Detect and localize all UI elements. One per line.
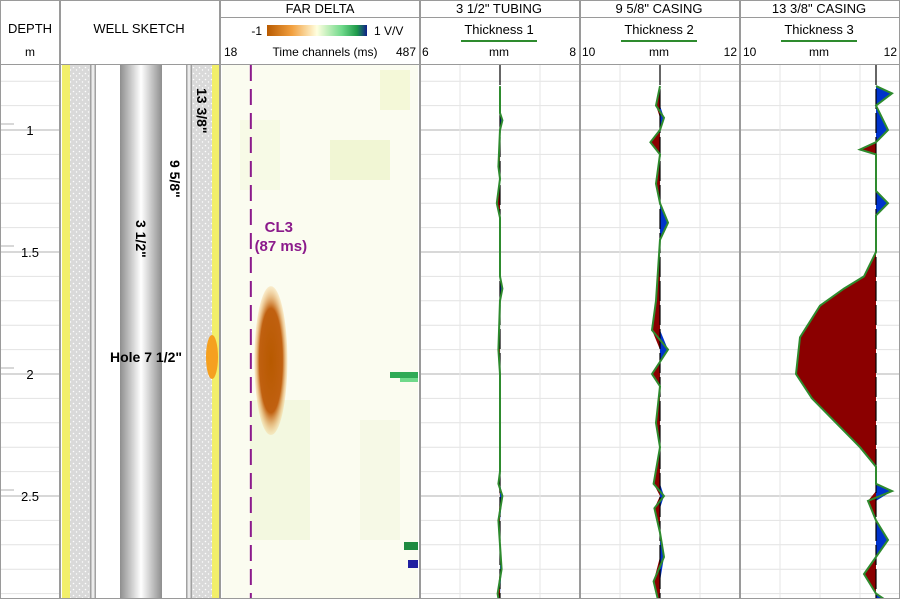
noise-patch (360, 420, 400, 540)
noise-patch (330, 140, 390, 180)
far-delta-anomaly (254, 286, 288, 435)
far-delta-noise (240, 70, 418, 568)
noise-patch (250, 400, 310, 540)
casing2-curve-name: Thickness 3 (784, 22, 853, 37)
track-headers: DEPTH m WELL SKETCH FAR DELTA -1 1 V/V 1… (0, 0, 900, 64)
thickness-excess-fill (500, 86, 503, 599)
cl3-marker-name: CL3 (265, 219, 293, 236)
noise-patch (400, 378, 418, 382)
tubing-max: 8 (569, 45, 576, 59)
casing-13-left-wall (70, 65, 90, 599)
sketch-label-casing1: 9 5/8" (167, 160, 183, 198)
thickness-curve-line (649, 85, 670, 599)
noise-patch (380, 70, 410, 110)
casing1-min: 10 (582, 45, 596, 59)
thickness-excess-fill (660, 86, 668, 599)
casing1-curve-name: Thickness 2 (624, 22, 693, 37)
casing-9-left-wall (90, 65, 96, 599)
noise-patch (408, 560, 418, 568)
thickness-excess-fill (876, 86, 892, 599)
sketch-label-hole: Hole 7 1/2" (110, 349, 182, 365)
casing1-unit: mm (649, 45, 669, 59)
casing2-min: 10 (743, 45, 757, 59)
tubing-unit: mm (489, 45, 509, 59)
casing-13-right-wall (192, 65, 212, 599)
far-delta-colorbar (267, 25, 367, 36)
noise-patch (390, 372, 418, 378)
casing1-max: 12 (724, 45, 738, 59)
tubing-title: 3 1/2" TUBING (456, 1, 542, 16)
sketch-label-casing2: 13 3/8" (194, 88, 210, 134)
depth-tick-label: 2 (26, 367, 33, 382)
cl3-marker-label: (87 ms) (255, 238, 308, 255)
far-delta-axis-max: 487 (396, 45, 416, 59)
tubing-curve-name: Thickness 1 (464, 22, 533, 37)
far-delta-axis-label: Time channels (ms) (273, 45, 378, 59)
depth-tick-label: 1 (26, 123, 33, 138)
hole-washout (206, 335, 218, 379)
tubing-pipe (120, 65, 162, 599)
tubing-min: 6 (422, 45, 429, 59)
casing1-title: 9 5/8" CASING (616, 1, 703, 16)
thickness-deficit-fill (650, 86, 660, 599)
depth-tick-label: 1.5 (21, 245, 39, 260)
depth-title: DEPTH (8, 21, 52, 36)
thickness-curves (495, 65, 895, 599)
noise-patch (404, 542, 418, 550)
far-delta-axis-min: 18 (224, 45, 238, 59)
thickness-curve-line (794, 85, 895, 599)
thickness-deficit-fill (796, 86, 876, 599)
well-sketch: 3 1/2" 9 5/8" 13 3/8" Hole 7 1/2" (62, 65, 220, 599)
far-delta-scale-min: -1 (251, 24, 262, 38)
far-delta-scale-max: 1 V/V (374, 24, 403, 38)
far-delta-track: CL3 (87 ms) (222, 65, 418, 599)
far-delta-title: FAR DELTA (286, 1, 355, 16)
casing2-unit: mm (809, 45, 829, 59)
noise-patch (240, 120, 280, 190)
depth-tick-label: 2.5 (21, 489, 39, 504)
cement-right (212, 65, 220, 599)
thickness-curve-line (495, 86, 504, 599)
cement-left (62, 65, 70, 599)
depth-axis: 1 1.5 2 2.5 (0, 123, 39, 504)
sketch-label-tubing: 3 1/2" (133, 220, 149, 258)
casing-9-right-wall (186, 65, 192, 599)
casing2-max: 12 (884, 45, 898, 59)
track-border (0, 0, 60, 599)
casing2-title: 13 3/8" CASING (772, 1, 866, 16)
depth-unit: m (25, 45, 35, 59)
sketch-title: WELL SKETCH (93, 21, 184, 36)
